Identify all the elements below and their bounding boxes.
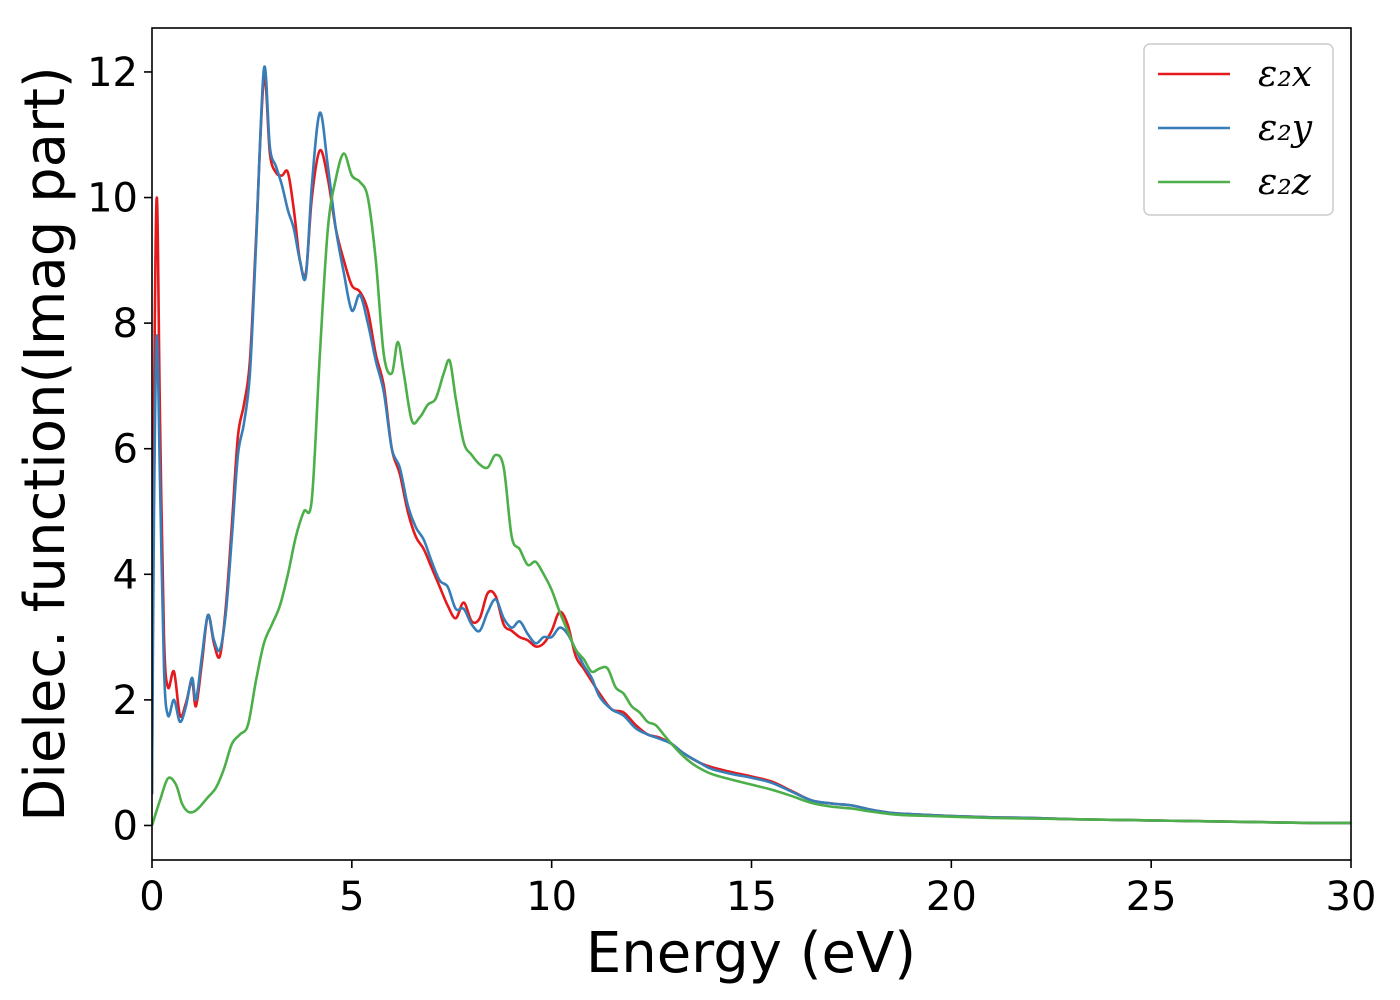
series-layer <box>152 65 1351 826</box>
x-axis-label: Energy (eV) <box>586 921 916 986</box>
x-tick-label: 30 <box>1326 874 1377 920</box>
x-tick-label: 0 <box>139 874 164 920</box>
legend-box <box>1143 43 1334 216</box>
series-line-2 <box>152 65 1351 825</box>
legend-label-3: ε₂z <box>1258 162 1312 203</box>
x-axis-ticks: 0 5 10 15 20 25 30 <box>139 860 1376 920</box>
x-tick-label: 10 <box>526 874 577 920</box>
y-tick-label: 4 <box>113 552 138 598</box>
y-tick-label: 0 <box>113 803 138 849</box>
x-tick-label: 15 <box>726 874 777 920</box>
x-tick-label: 20 <box>926 874 977 920</box>
y-tick-label: 8 <box>113 301 138 347</box>
y-tick-label: 10 <box>87 176 138 222</box>
x-tick-label: 5 <box>339 874 364 920</box>
y-axis-ticks: 0 2 4 6 8 10 12 <box>87 50 152 849</box>
x-tick-label: 25 <box>1126 874 1177 920</box>
y-tick-label: 6 <box>113 427 138 473</box>
legend-label-2: ε₂y <box>1258 108 1313 149</box>
y-axis-label: Dielec. function(Imag part) <box>13 66 78 822</box>
series-line-3 <box>152 152 1351 826</box>
legend: ε₂x ε₂y ε₂z <box>1143 43 1334 216</box>
y-tick-label: 12 <box>87 50 138 96</box>
legend-label-1: ε₂x <box>1258 54 1312 95</box>
y-tick-label: 2 <box>113 678 138 724</box>
